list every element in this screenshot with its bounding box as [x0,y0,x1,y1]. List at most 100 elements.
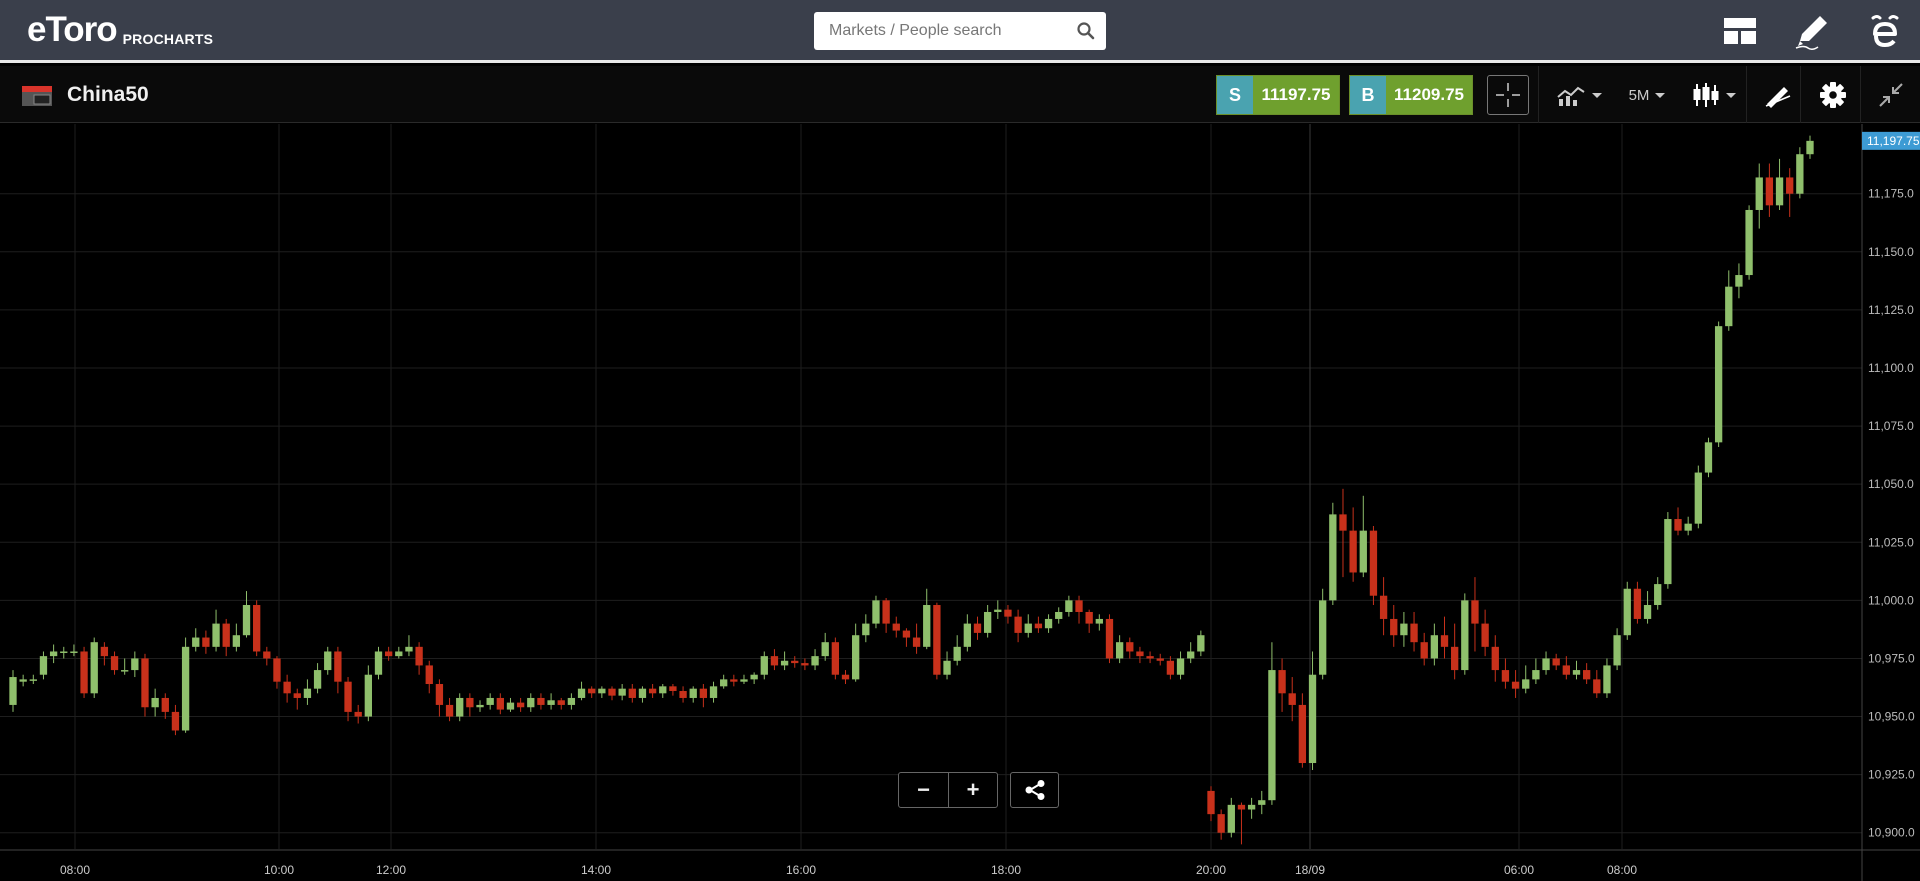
candle-body [567,697,576,705]
candle-body [1755,177,1763,210]
search-box [814,12,1106,50]
layout-icon[interactable] [1718,10,1762,52]
pencil-icon[interactable] [1790,10,1834,52]
crosshair-icon [1496,83,1520,107]
settings-button[interactable] [1812,75,1854,115]
candle-body [862,623,870,636]
candle-body [720,679,728,687]
candle-body [1674,519,1682,531]
buy-price: 11209.75 [1386,76,1472,114]
candle-body [171,711,180,731]
candle-body [1055,611,1063,619]
candle-body [1136,651,1144,657]
logo-wordmark: eToro [27,10,118,49]
y-tick-label: 10,900.0 [1868,826,1915,840]
candle-body [496,697,504,710]
candle-body [760,656,768,675]
candle-body [1126,642,1134,652]
candlestick-chart[interactable]: 10,900.0 10,925.0 10,950.0 10,975.0 11,000.0… [0,124,1920,881]
candle-body [29,679,37,681]
chart-type-menu[interactable] [1684,75,1744,115]
candle-body [1572,670,1581,675]
candle-body [192,637,200,647]
candle-body [1156,658,1164,661]
buy-button[interactable]: B 11209.75 [1349,75,1473,115]
candle-body [415,646,423,666]
search-input[interactable] [814,12,1064,50]
candlestick-icon [1693,83,1719,107]
y-tick-label: 11,075.0 [1868,419,1914,433]
candle-body [1806,140,1814,155]
price-chart[interactable]: 10,900.0 10,925.0 10,950.0 10,975.0 11,000.0… [0,124,1920,881]
candle-body [1430,635,1439,659]
candle-body [1410,623,1418,643]
candle-body [923,605,931,647]
candle-body [425,665,433,685]
candle-body [1146,656,1154,659]
indicators-menu[interactable] [1548,75,1610,115]
candle-body [1451,646,1459,671]
share-button[interactable] [1010,772,1059,808]
candle-body [263,651,271,659]
candle-body [1166,660,1175,675]
candle-body [374,651,383,675]
candle-body [821,642,829,657]
candle-body [1105,618,1114,659]
candle-body [1187,651,1195,659]
candle-body [669,686,677,691]
candle-body [953,646,961,661]
candle-body [1237,804,1246,810]
drawing-tools-button[interactable] [1758,75,1798,115]
candle-body [49,651,58,657]
candle-body [253,605,261,652]
logo-subtitle: PROCHARTS [122,31,214,47]
x-tick-label: 16:00 [786,863,816,877]
candle-body [283,681,291,694]
candle-body [131,658,139,671]
candle-body [151,697,159,708]
candle-body [303,688,312,698]
candle-body [202,637,210,647]
search-icon[interactable] [1076,21,1096,41]
candle-body [547,700,555,705]
timeframe-label: 5M [1628,86,1650,104]
candle-body [466,697,474,708]
candle-body [1511,681,1520,689]
candle-body [1684,523,1692,531]
candle-body [1603,665,1611,694]
candle-body [1562,665,1570,675]
toolbar-divider [1860,66,1861,123]
chevron-down-icon [1726,92,1736,98]
y-tick-label: 11,175.0 [1868,187,1914,201]
chevron-down-icon [1655,92,1666,98]
candle-body [486,697,494,705]
timeframe-selector[interactable]: 5M [1622,75,1672,115]
sell-button[interactable]: S 11197.75 [1216,75,1340,115]
candle-body [212,623,220,647]
etoro-logo[interactable]: eToro PROCHARTS [27,10,213,50]
candle-body [963,623,971,647]
crosshair-button[interactable] [1487,75,1529,115]
candle-body [141,658,149,708]
candle-body [273,658,281,682]
candle-body [181,646,190,731]
etoro-e-icon[interactable] [1863,10,1907,52]
candle-body [1775,177,1784,206]
china-flag-icon [22,86,52,106]
collapse-button[interactable] [1870,75,1912,115]
candle-body [1623,588,1631,636]
chevron-down-icon [1592,92,1602,98]
y-tick-label: 10,925.0 [1868,768,1915,782]
candle-body [324,651,332,671]
candle-body [1115,642,1124,659]
candle-body [90,642,98,694]
candle-body [1034,623,1043,629]
sell-letter: S [1217,76,1253,114]
zoom-out-button[interactable]: − [917,777,930,802]
zoom-in-button[interactable]: + [948,773,997,807]
candle-body [689,688,697,698]
candle-body [1440,635,1449,647]
candle-body [780,660,789,666]
gear-icon [1820,82,1846,108]
candle-body [709,686,718,698]
